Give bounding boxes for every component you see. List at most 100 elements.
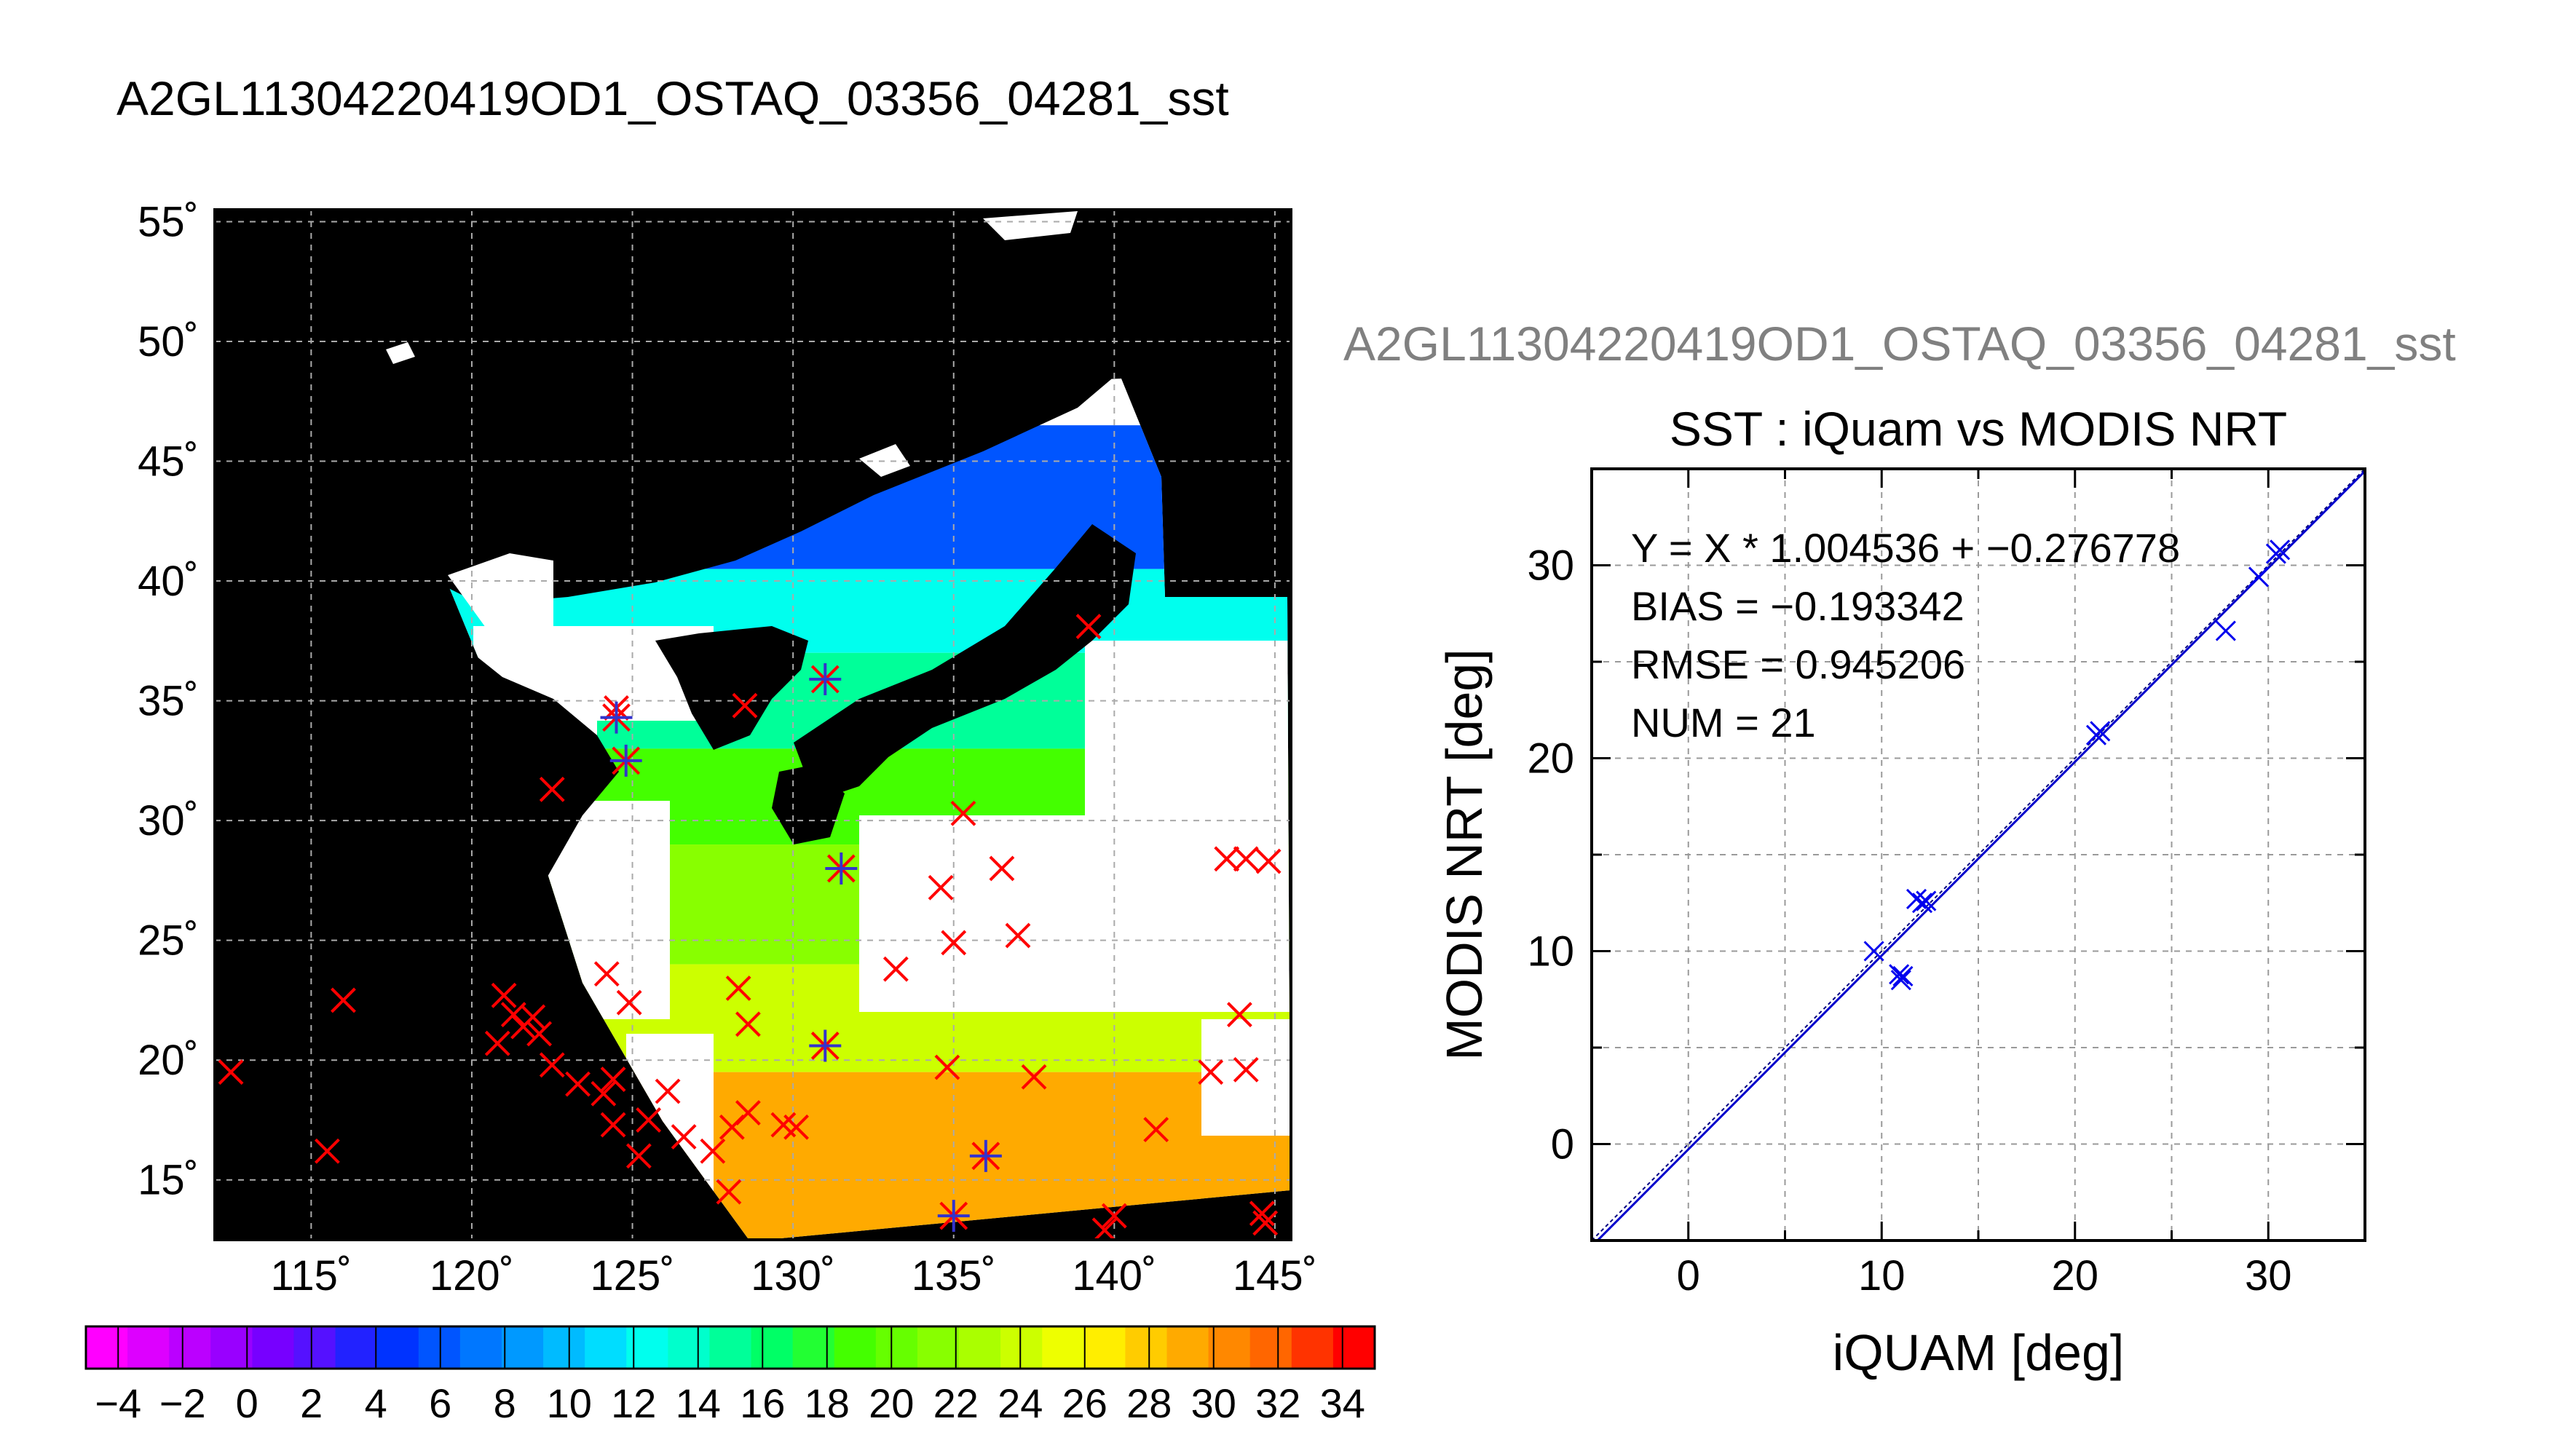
y-tick-label: 10 — [1527, 928, 1574, 976]
matched-buoy-marker — [937, 1200, 970, 1233]
scatter-point — [1911, 893, 1933, 914]
colorbar-swatch — [335, 1326, 378, 1369]
scatter-point — [2270, 539, 2291, 561]
colorbar-swatch — [585, 1326, 628, 1369]
x-tick-label: 0 — [1677, 1252, 1700, 1299]
buoy-marker — [735, 1100, 761, 1126]
matched-buoy-marker — [969, 1139, 1002, 1172]
colorbar-swatch — [543, 1326, 586, 1369]
buoy-marker — [591, 1080, 617, 1107]
buoy-marker — [600, 1112, 626, 1138]
colorbar-swatch — [501, 1326, 545, 1369]
fit-line — [1595, 470, 2365, 1241]
colorbar-tick-label: 16 — [740, 1380, 785, 1426]
buoy-marker — [1249, 1200, 1275, 1227]
land-japan-honshu — [794, 524, 1136, 801]
buoy-marker — [593, 961, 620, 987]
colorbar-tick-label: 32 — [1255, 1380, 1300, 1426]
lon-tick-label: 130˚ — [751, 1252, 835, 1299]
scatter-ylabel: MODIS NRT [deg] — [1436, 649, 1493, 1060]
buoy-marker — [1233, 846, 1259, 872]
matched-buoy-marker — [825, 852, 858, 885]
land-china-coast — [215, 626, 619, 1240]
lon-tick-label: 125˚ — [591, 1252, 675, 1299]
buoy-marker — [1091, 1217, 1118, 1240]
colorbar-swatch — [875, 1326, 918, 1369]
scatter-xlabel: iQUAM [deg] — [1833, 1324, 2125, 1381]
sst-map: 15˚ 20˚ 25˚ 30˚ 35˚ 40˚ 45˚ 50˚ 55˚ 115˚ 120˚ 125˚ 1… — [138, 198, 1317, 1299]
buoy-marker — [600, 1067, 626, 1092]
colorbar-labels: −4 −2 0 2 4 6 8 10 12 14 16 18 20 22 24 26 28 30 32 34 — [95, 1326, 1365, 1426]
scatter-grid — [1592, 469, 2365, 1241]
buoy-marker — [950, 800, 976, 826]
colorbar-swatches — [86, 1326, 1375, 1369]
colorbar-swatch — [127, 1326, 170, 1369]
colorbar-tick-label: 0 — [236, 1380, 258, 1426]
buoy-marker — [1233, 1056, 1259, 1083]
colorbar-tick-label: 8 — [494, 1380, 516, 1426]
land-korea-peninsula — [655, 626, 808, 750]
colorbar-tick-label: 20 — [869, 1380, 914, 1426]
land-masses — [215, 210, 1291, 1240]
y-tick-label: 20 — [1527, 735, 1574, 783]
buoy-marker — [1075, 614, 1102, 639]
colorbar-swatch — [1166, 1326, 1209, 1369]
colorbar-swatch — [1208, 1326, 1251, 1369]
buoy-marker — [1226, 1002, 1252, 1028]
lon-tick-label: 135˚ — [912, 1252, 996, 1299]
lon-tick-label: 115˚ — [270, 1252, 352, 1299]
buoy-marker — [636, 1107, 662, 1133]
colorbar-swatch — [293, 1326, 336, 1369]
buoy-marker — [783, 1114, 809, 1140]
colorbar: −4 −2 0 2 4 6 8 10 12 14 16 18 20 22 24 26 28 30 32 34 — [84, 1325, 1376, 1426]
scatter-annotations: Y = X * 1.004536 + −0.276778 BIAS = −0.19… — [1631, 525, 2180, 745]
buoy-marker — [315, 1138, 340, 1164]
scatter-lines — [1592, 469, 2365, 1241]
buoy-marker — [700, 1138, 726, 1164]
colorbar-tick-label: 34 — [1320, 1380, 1365, 1426]
colorbar-tick-label: 4 — [365, 1380, 387, 1426]
colorbar-swatch — [1249, 1326, 1292, 1369]
colorbar-swatch — [252, 1326, 295, 1369]
buoy-marker — [882, 956, 909, 982]
colorbar-frame — [84, 1325, 1376, 1370]
scatter-point — [2248, 566, 2270, 587]
colorbar-swatch — [1042, 1326, 1085, 1369]
scatter-point — [1890, 970, 1911, 991]
colorbar-tick-label: 24 — [998, 1380, 1043, 1426]
colorbar-swatch — [1000, 1326, 1043, 1369]
scatter-point — [2215, 620, 2236, 641]
land-japan-kyushu — [772, 764, 845, 844]
colorbar-swatch — [834, 1326, 877, 1369]
buoy-marker — [1005, 922, 1031, 949]
colorbar-swatch — [792, 1326, 835, 1369]
buoy-marker — [1021, 1064, 1047, 1090]
lat-tick-label: 30˚ — [138, 797, 199, 844]
colorbar-tick-label: 2 — [300, 1380, 323, 1426]
scatter-point — [1863, 941, 1884, 962]
colorbar-swatch — [917, 1326, 960, 1369]
buoy-marker — [725, 976, 751, 1001]
buoy-marker — [1198, 1059, 1224, 1085]
colorbar-swatch — [1083, 1326, 1126, 1369]
x-tick-label: 30 — [2245, 1252, 2292, 1299]
matched-buoy-marker — [609, 744, 642, 777]
scatter-point — [1889, 964, 1910, 985]
x-tick-label: 10 — [1858, 1252, 1906, 1299]
buoy-marker — [928, 874, 954, 901]
scatter-plot: 0 10 20 30 0 10 20 30 Y = X * 1.004536 + −0.276… — [1436, 467, 2366, 1381]
lat-tick-label: 55˚ — [138, 198, 199, 245]
identity-line — [1592, 469, 2365, 1241]
x-tick-label: 20 — [2051, 1252, 2098, 1299]
colorbar-tick-label: −2 — [159, 1380, 206, 1426]
scatter-annotation: NUM = 21 — [1631, 700, 1816, 745]
lat-tick-label: 40˚ — [138, 558, 199, 605]
buoy-marker — [1252, 1210, 1279, 1236]
scatter-point — [1892, 965, 1914, 987]
colorbar-swatch — [1125, 1326, 1168, 1369]
buoy-marker — [520, 1004, 546, 1030]
map-title: A2GL11304220419OD1_OSTAQ_03356_04281_sst — [117, 71, 1229, 125]
lat-tick-label: 15˚ — [138, 1157, 199, 1204]
colorbar-tick-label: 10 — [547, 1380, 592, 1426]
lat-tick-label: 20˚ — [138, 1037, 199, 1084]
